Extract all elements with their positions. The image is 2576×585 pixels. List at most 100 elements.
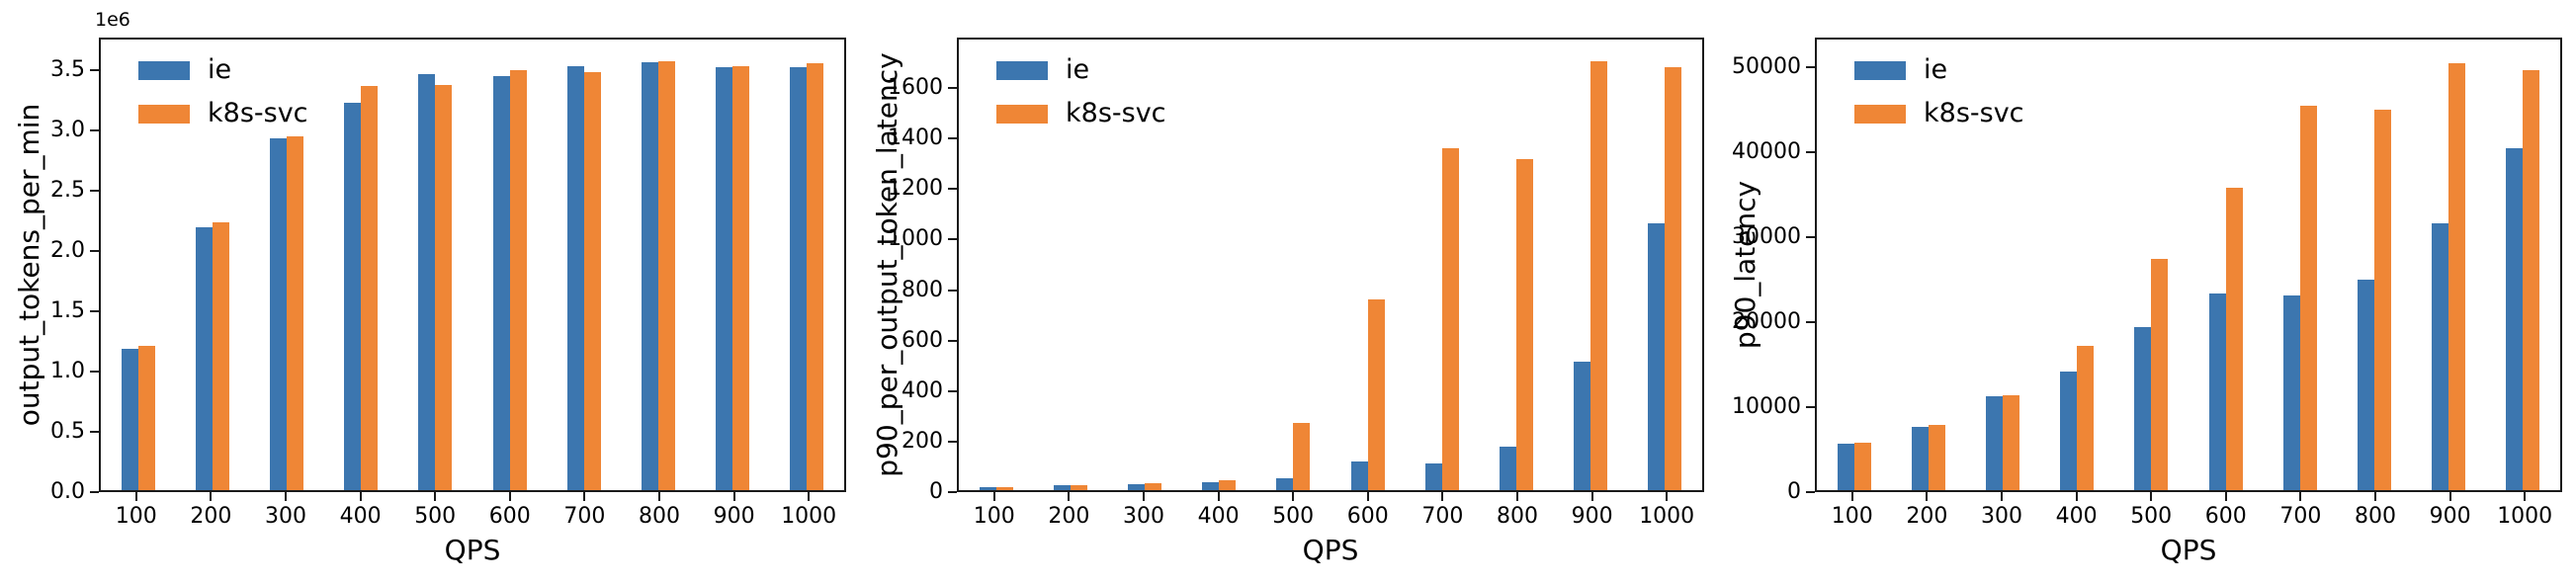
bar-k8s-svc-1000 xyxy=(2523,70,2540,490)
x-tick-mark xyxy=(434,492,437,501)
legend-item-k8s-svc: k8s-svc xyxy=(1854,99,2024,128)
x-tick-mark xyxy=(1366,492,1369,501)
y-tick-label: 1.5 xyxy=(50,297,85,323)
x-tick-mark xyxy=(583,492,586,501)
bar-k8s-svc-600 xyxy=(2225,188,2243,490)
y-tick-label: 200 xyxy=(902,428,943,454)
y-tick-label: 1400 xyxy=(888,125,943,151)
x-tick-label: 900 xyxy=(713,504,755,529)
y-tick-label: 0 xyxy=(1787,479,1801,504)
legend: ie k8s-svc xyxy=(996,55,1166,128)
bar-k8s-svc-500 xyxy=(2151,259,2169,490)
y-tick-mark xyxy=(948,389,957,392)
legend-item-ie: ie xyxy=(1854,55,2024,85)
x-tick-label: 600 xyxy=(488,504,531,529)
y-tick-label: 20000 xyxy=(1732,309,1801,335)
x-tick-label: 100 xyxy=(973,504,1015,529)
bar-k8s-svc-600 xyxy=(1367,299,1385,490)
bar-ie-300 xyxy=(1128,484,1145,490)
bar-k8s-svc-900 xyxy=(2448,63,2466,490)
legend-item-ie: ie xyxy=(138,55,308,85)
x-tick-mark xyxy=(508,492,511,501)
legend: ie k8s-svc xyxy=(1854,55,2024,128)
x-tick-label: 600 xyxy=(1346,504,1389,529)
bar-k8s-svc-1000 xyxy=(807,63,824,490)
y-tick-mark xyxy=(948,188,957,191)
y-tick-mark xyxy=(1806,321,1815,324)
y-tick-mark xyxy=(1806,406,1815,409)
x-tick-label: 900 xyxy=(2429,504,2471,529)
bar-k8s-svc-200 xyxy=(1070,485,1087,490)
bar-ie-600 xyxy=(492,76,510,490)
y-tick-label: 10000 xyxy=(1732,394,1801,420)
y-tick-mark xyxy=(1806,491,1815,493)
y-tick-mark xyxy=(1806,236,1815,239)
bar-ie-600 xyxy=(2208,293,2226,490)
x-tick-mark xyxy=(2150,492,2153,501)
y-tick-label: 1200 xyxy=(888,176,943,202)
x-tick-label: 300 xyxy=(265,504,306,529)
bar-k8s-svc-500 xyxy=(1293,423,1311,490)
x-tick-mark xyxy=(2448,492,2451,501)
legend-item-ie: ie xyxy=(996,55,1166,85)
x-tick-label: 700 xyxy=(563,504,606,529)
y-axis-offset-label: 1e6 xyxy=(95,9,130,31)
x-axis-label: QPS xyxy=(2160,534,2217,566)
y-tick-label: 30000 xyxy=(1732,224,1801,250)
bar-ie-400 xyxy=(1202,482,1220,490)
y-tick-mark xyxy=(90,68,99,71)
x-tick-label: 200 xyxy=(1048,504,1090,529)
x-tick-mark xyxy=(2224,492,2227,501)
x-tick-label: 700 xyxy=(2279,504,2322,529)
legend-label-k8s-svc: k8s-svc xyxy=(1066,98,1166,128)
legend-label-ie: ie xyxy=(1924,54,1948,85)
bar-ie-200 xyxy=(195,227,213,490)
legend-swatch-k8s-svc xyxy=(1854,104,1906,124)
bar-k8s-svc-100 xyxy=(995,487,1013,490)
bar-k8s-svc-100 xyxy=(137,346,155,490)
y-tick-mark xyxy=(90,249,99,252)
x-tick-mark xyxy=(1516,492,1518,501)
legend-label-ie: ie xyxy=(208,54,232,85)
bar-k8s-svc-800 xyxy=(2374,110,2391,490)
x-tick-label: 500 xyxy=(414,504,457,529)
y-tick-mark xyxy=(948,440,957,443)
y-tick-label: 3.0 xyxy=(50,117,85,142)
bar-k8s-svc-900 xyxy=(1590,61,1608,490)
y-tick-label: 1600 xyxy=(888,75,943,101)
y-tick-label: 1.0 xyxy=(50,358,85,383)
x-tick-label: 100 xyxy=(1831,504,1873,529)
legend-swatch-ie xyxy=(996,60,1048,80)
bar-k8s-svc-300 xyxy=(2003,395,2019,490)
bar-k8s-svc-700 xyxy=(2299,106,2317,490)
y-tick-mark xyxy=(90,491,99,493)
x-tick-label: 800 xyxy=(1497,504,1538,529)
y-tick-label: 0 xyxy=(929,479,943,504)
bar-ie-800 xyxy=(642,62,658,490)
legend-swatch-ie xyxy=(1854,60,1906,80)
x-tick-mark xyxy=(732,492,735,501)
bar-k8s-svc-600 xyxy=(509,70,527,490)
y-tick-mark xyxy=(90,370,99,373)
x-tick-label: 800 xyxy=(2355,504,2396,529)
x-tick-label: 200 xyxy=(190,504,232,529)
x-tick-mark xyxy=(1666,492,1669,501)
bar-k8s-svc-700 xyxy=(1441,148,1459,490)
bar-ie-400 xyxy=(2060,372,2078,490)
y-tick-label: 2.0 xyxy=(50,237,85,263)
x-tick-label: 600 xyxy=(2204,504,2247,529)
chart-p90-per-output-token-latency: ie k8s-svc p90_per_output_token_latency QPS… xyxy=(858,0,1716,585)
x-tick-mark xyxy=(359,492,362,501)
plot-area: ie k8s-svc xyxy=(957,38,1704,492)
plot-area: ie k8s-svc xyxy=(1815,38,2562,492)
x-tick-label: 200 xyxy=(1906,504,1948,529)
bar-ie-500 xyxy=(1276,478,1294,490)
y-tick-mark xyxy=(948,339,957,342)
bar-ie-400 xyxy=(344,103,362,490)
plot-area: ie k8s-svc xyxy=(99,38,846,492)
x-tick-label: 500 xyxy=(2130,504,2173,529)
x-tick-mark xyxy=(2075,492,2078,501)
y-tick-mark xyxy=(90,189,99,192)
x-axis-label: QPS xyxy=(444,534,501,566)
